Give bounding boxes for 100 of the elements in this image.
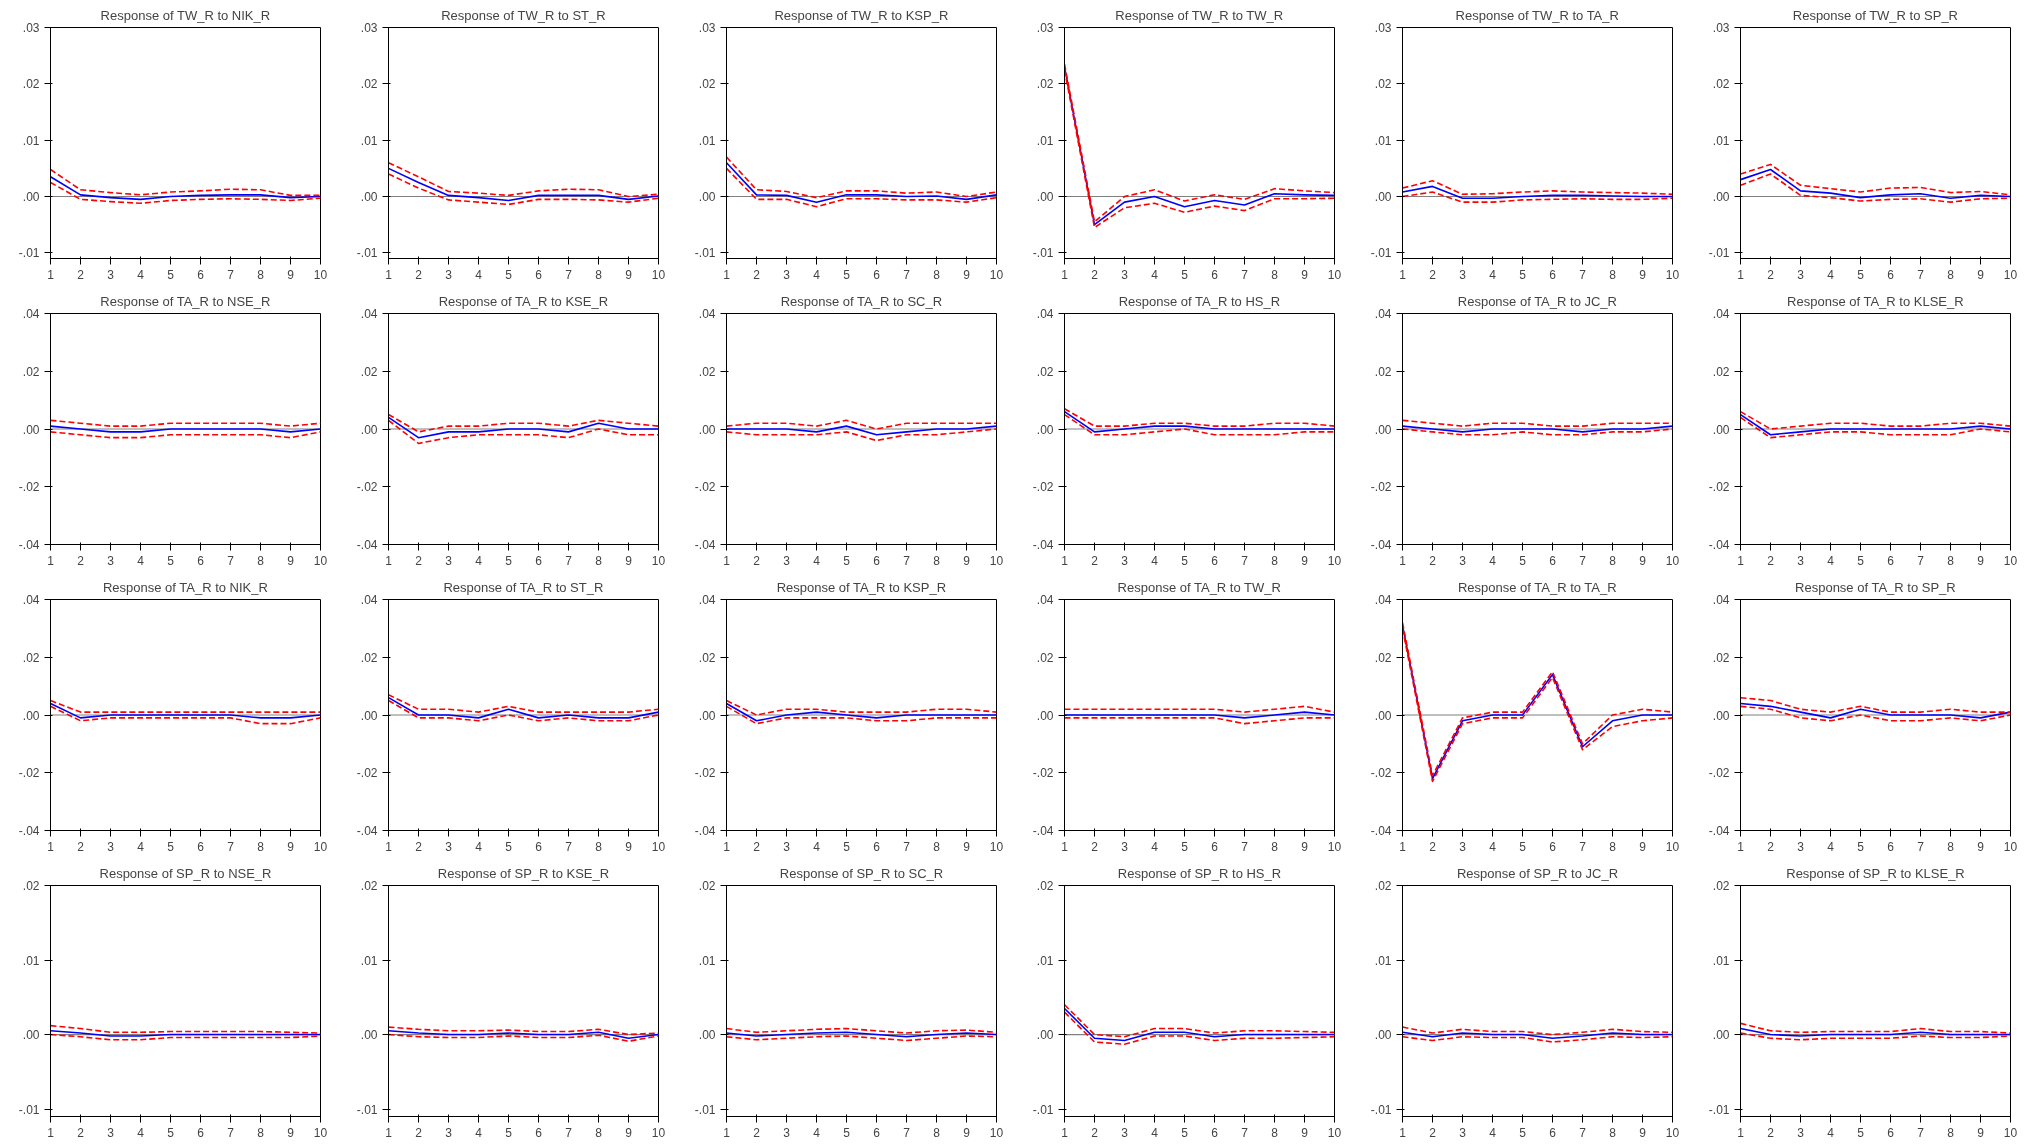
x-tick-label: 8 bbox=[1947, 1125, 1955, 1140]
x-tick-label: 1 bbox=[1737, 553, 1745, 568]
x-tick-label: 2 bbox=[753, 839, 761, 854]
y-tick-label: .04 bbox=[22, 593, 40, 607]
x-tick-label: 2 bbox=[1091, 553, 1099, 568]
x-tick-label: 7 bbox=[1241, 1125, 1249, 1140]
chart-title: Response of TA_R to KSP_R bbox=[776, 579, 947, 595]
chart-title: Response of TA_R to NSE_R bbox=[100, 293, 271, 309]
x-tick-label: 6 bbox=[1549, 1125, 1557, 1140]
x-tick-label: 8 bbox=[1609, 839, 1617, 854]
x-tick-label: 7 bbox=[1917, 1125, 1925, 1140]
x-tick-label: 6 bbox=[535, 267, 543, 282]
y-tick-label: .02 bbox=[360, 77, 378, 92]
y-tick-label: .00 bbox=[698, 708, 716, 723]
y-tick-label: -.04 bbox=[1708, 538, 1730, 552]
x-tick-label: 8 bbox=[257, 839, 265, 854]
y-tick-label: -.02 bbox=[1032, 480, 1054, 495]
y-tick-label: .02 bbox=[698, 879, 716, 893]
chart-title: Response of SP_R to KLSE_R bbox=[1786, 865, 1965, 881]
x-tick-label: 8 bbox=[1271, 267, 1279, 282]
x-tick-label: 3 bbox=[1797, 839, 1805, 854]
y-tick-label: -.01 bbox=[694, 1102, 716, 1117]
x-tick-label: 7 bbox=[1241, 267, 1249, 282]
y-tick-label: .01 bbox=[22, 133, 40, 148]
x-tick-label: 10 bbox=[2003, 267, 2018, 282]
x-tick-label: 10 bbox=[1327, 1125, 1342, 1140]
x-tick-label: 10 bbox=[313, 553, 328, 568]
x-tick-label: 3 bbox=[1459, 1125, 1467, 1140]
x-tick-label: 7 bbox=[1241, 553, 1249, 568]
x-tick-label: 5 bbox=[1181, 267, 1189, 282]
chart-title: Response of SP_R to JC_R bbox=[1456, 865, 1619, 881]
x-tick-label: 8 bbox=[1271, 1125, 1279, 1140]
y-tick-label: .02 bbox=[1712, 650, 1730, 665]
x-tick-label: 3 bbox=[1121, 1125, 1129, 1140]
x-tick-label: 5 bbox=[1519, 267, 1527, 282]
y-tick-label: .03 bbox=[360, 21, 378, 35]
x-tick-label: 2 bbox=[1429, 1125, 1437, 1140]
chart-title: Response of TA_R to NIK_R bbox=[102, 579, 268, 595]
x-tick-label: 3 bbox=[445, 839, 453, 854]
x-tick-label: 10 bbox=[2003, 553, 2018, 568]
x-tick-label: 6 bbox=[535, 553, 543, 568]
x-tick-label: 9 bbox=[1639, 839, 1647, 854]
x-tick-label: 4 bbox=[1151, 839, 1159, 854]
x-tick-label: 2 bbox=[1767, 553, 1775, 568]
y-tick-label: -.02 bbox=[694, 766, 716, 781]
y-tick-label: .04 bbox=[1374, 307, 1392, 321]
x-tick-label: 6 bbox=[873, 1125, 881, 1140]
chart-title: Response of TW_R to SP_R bbox=[1792, 7, 1959, 23]
x-tick-label: 3 bbox=[1459, 553, 1467, 568]
x-tick-label: 1 bbox=[47, 1125, 55, 1140]
y-tick-label: .02 bbox=[698, 77, 716, 92]
x-tick-label: 1 bbox=[47, 553, 55, 568]
x-tick-label: 4 bbox=[1827, 553, 1835, 568]
y-tick-label: .02 bbox=[1374, 77, 1392, 92]
x-tick-label: 2 bbox=[77, 267, 85, 282]
y-tick-label: -.04 bbox=[1032, 538, 1054, 552]
y-tick-label: .04 bbox=[1712, 307, 1730, 321]
x-tick-label: 10 bbox=[1665, 267, 1680, 282]
x-tick-label: 7 bbox=[1579, 839, 1587, 854]
y-tick-label: -.04 bbox=[18, 538, 40, 552]
y-tick-label: .01 bbox=[1374, 133, 1392, 148]
x-tick-label: 4 bbox=[137, 1125, 145, 1140]
y-tick-label: .03 bbox=[22, 21, 40, 35]
y-tick-label: .00 bbox=[1712, 1028, 1730, 1043]
x-tick-label: 5 bbox=[1857, 839, 1865, 854]
x-tick-label: 4 bbox=[137, 267, 145, 282]
x-tick-label: 10 bbox=[989, 1125, 1004, 1140]
x-tick-label: 7 bbox=[903, 553, 911, 568]
chart-title: Response of SP_R to HS_R bbox=[1117, 865, 1282, 881]
x-tick-label: 8 bbox=[1609, 553, 1617, 568]
x-tick-label: 8 bbox=[595, 553, 603, 568]
x-tick-label: 5 bbox=[843, 839, 851, 854]
y-tick-label: -.02 bbox=[1708, 766, 1730, 781]
y-tick-label: .00 bbox=[360, 708, 378, 723]
x-tick-label: 5 bbox=[1181, 553, 1189, 568]
y-tick-label: -.01 bbox=[694, 246, 716, 261]
y-tick-label: .04 bbox=[1712, 593, 1730, 607]
y-tick-label: -.02 bbox=[1370, 480, 1392, 495]
x-tick-label: 4 bbox=[813, 267, 821, 282]
x-tick-label: 3 bbox=[107, 839, 115, 854]
x-tick-label: 4 bbox=[475, 267, 483, 282]
x-tick-label: 6 bbox=[1887, 1125, 1895, 1140]
x-tick-label: 3 bbox=[1121, 553, 1129, 568]
x-tick-label: 3 bbox=[1121, 839, 1129, 854]
x-tick-label: 6 bbox=[197, 839, 205, 854]
y-tick-label: .02 bbox=[1374, 879, 1392, 893]
chart-title: Response of TA_R to ST_R bbox=[443, 579, 604, 595]
x-tick-label: 7 bbox=[565, 1125, 573, 1140]
x-tick-label: 2 bbox=[753, 1125, 761, 1140]
y-tick-label: .00 bbox=[1036, 422, 1054, 437]
chart-title: Response of TA_R to SP_R bbox=[1795, 579, 1956, 595]
y-tick-label: .02 bbox=[1036, 650, 1054, 665]
y-tick-label: -.04 bbox=[1708, 824, 1730, 838]
y-tick-label: .02 bbox=[1712, 364, 1730, 379]
x-tick-label: 8 bbox=[933, 1125, 941, 1140]
x-tick-label: 1 bbox=[47, 839, 55, 854]
y-tick-label: .02 bbox=[698, 650, 716, 665]
y-tick-label: -.01 bbox=[18, 1102, 40, 1117]
x-tick-label: 1 bbox=[1737, 267, 1745, 282]
x-tick-label: 5 bbox=[1181, 1125, 1189, 1140]
